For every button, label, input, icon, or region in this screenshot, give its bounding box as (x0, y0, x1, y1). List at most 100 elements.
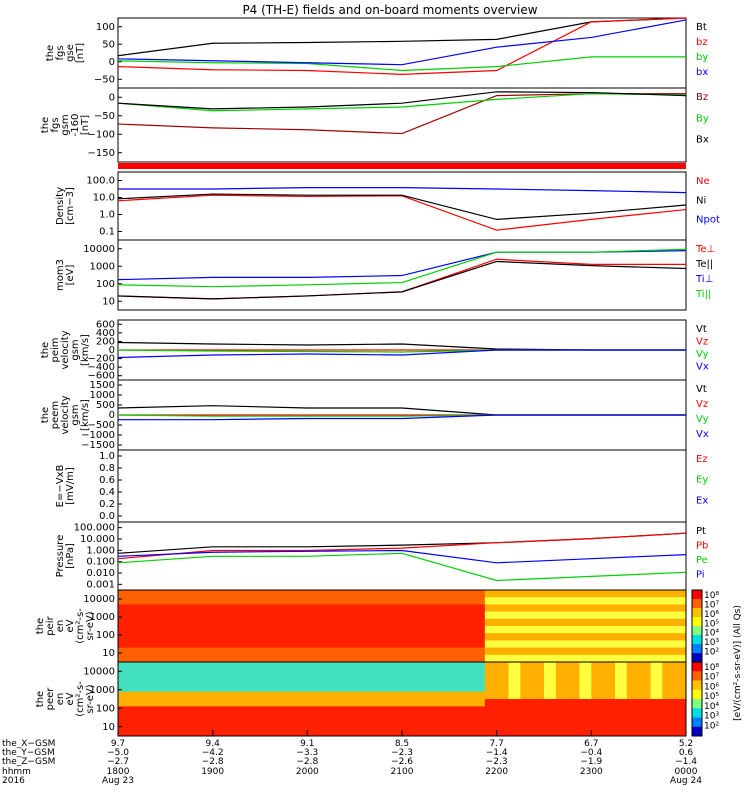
spectrogram-cell (283, 691, 296, 700)
spectrogram-cell (413, 647, 427, 656)
y-tick-label: 100 (96, 22, 115, 33)
spectrogram-cell (662, 647, 675, 656)
spectrogram-cell (236, 713, 249, 722)
spectrogram-cell (544, 590, 557, 598)
spectrogram-cell (271, 590, 285, 598)
spectrogram-cell (129, 654, 143, 663)
y-tick-label: 200 (96, 336, 115, 347)
spectrogram-cell (579, 618, 592, 627)
spectrogram-cell (662, 597, 675, 605)
spectrogram-cell (271, 721, 285, 730)
spectrogram-cell (165, 691, 178, 700)
spectrogram-cell (674, 597, 687, 605)
spectrogram-cell (437, 626, 450, 634)
spectrogram-cell (508, 669, 521, 678)
spectrogram-cell (354, 597, 367, 605)
spectrogram-cell (378, 669, 391, 678)
spectrogram-cell (212, 699, 225, 707)
spectrogram-cell (390, 654, 403, 663)
spectrogram-cell (650, 618, 663, 627)
spectrogram-cell (189, 662, 202, 670)
spectrogram-cell (177, 590, 190, 598)
spectrogram-cell (650, 669, 663, 678)
spectrogram-cell (508, 691, 521, 700)
spectrogram-cell (236, 691, 249, 700)
spectrogram-cell (508, 706, 521, 715)
spectrogram-cell (200, 699, 214, 707)
spectrogram-cell (248, 618, 261, 627)
spectrogram-cell (354, 713, 367, 722)
series-line (117, 17, 687, 57)
spectrogram-cell (496, 654, 509, 663)
spectrogram-cell (331, 676, 344, 685)
spectrogram-cell (177, 597, 190, 605)
spectrogram-cell (626, 669, 640, 678)
spectrogram-cell (437, 618, 450, 627)
legend-entry: Vz (696, 399, 708, 410)
spectrogram-cell (390, 706, 403, 715)
spectrogram-cell (224, 676, 237, 685)
spectrogram-cell (224, 699, 237, 707)
spectrogram-cell (662, 676, 675, 685)
spectrogram-cell (153, 590, 166, 598)
spectrogram-cell (437, 597, 450, 605)
colorbar-tick: 10⁴ (704, 629, 719, 639)
spectrogram-cell (532, 713, 545, 722)
spectrogram-cell (591, 597, 604, 605)
series-line (117, 19, 687, 66)
spectrogram-cell (390, 721, 403, 730)
spectrogram-cell (141, 626, 154, 634)
spectrogram-cell (331, 721, 344, 730)
x-tick-label: −2.3 (486, 757, 508, 767)
y-tick-label: 1.0 (99, 451, 115, 462)
spectrogram-cell (567, 669, 580, 678)
spectrogram-cell (674, 662, 687, 670)
x-tick-label: 1800 (107, 767, 130, 777)
spectrogram-cell (555, 684, 569, 693)
y-tick-label: 1500 (90, 380, 115, 391)
spectrogram-cell (331, 684, 344, 693)
spectrogram-cell (449, 662, 462, 670)
spectrogram-cell (248, 662, 261, 670)
series-line (117, 250, 687, 281)
spectrogram-cell (674, 647, 687, 656)
spectrogram-cell (650, 640, 663, 649)
spectrogram-cell (307, 597, 320, 605)
spectrogram-cell (437, 604, 450, 613)
x-tick-label: 1900 (201, 767, 224, 777)
spectrogram-cell (615, 669, 628, 678)
spectrogram-cell (567, 684, 580, 693)
colorbar-frame (691, 661, 703, 737)
spectrogram-cell (342, 691, 356, 700)
legend-entry: Pe (696, 555, 708, 566)
spectrogram-cell (532, 676, 545, 685)
spectrogram-cell (496, 721, 509, 730)
spectrogram-cell (271, 684, 285, 693)
spectrogram-cell (473, 604, 486, 613)
spectrogram-cell (425, 706, 438, 715)
spectrogram-cell (520, 640, 533, 649)
spectrogram-cell (662, 611, 675, 620)
spectrogram-cell (413, 684, 427, 693)
spectrogram-cell (366, 691, 379, 700)
spectrogram-cell (165, 626, 178, 634)
y-tick-label: 100.0 (86, 176, 115, 187)
spectrogram-cell (129, 706, 143, 715)
spectrogram-cell (118, 721, 131, 730)
spectrogram-cell (212, 597, 225, 605)
spectrogram-cell (129, 728, 143, 737)
spectrogram-cell (248, 713, 261, 722)
spectrogram-cell (425, 590, 438, 598)
spectrogram-cell (283, 647, 296, 656)
spectrogram-cell (224, 706, 237, 715)
y-tick-label: 10000 (83, 594, 115, 605)
series-line (117, 91, 687, 110)
spectrogram-cell (354, 626, 367, 634)
spectrogram-cell (567, 633, 580, 641)
spectrogram-cell (212, 633, 225, 641)
y-axis-label-line: mom3 (55, 259, 66, 291)
spectrogram-cell (153, 728, 166, 737)
spectrogram-cell (212, 618, 225, 627)
spectrogram-cell (224, 640, 237, 649)
